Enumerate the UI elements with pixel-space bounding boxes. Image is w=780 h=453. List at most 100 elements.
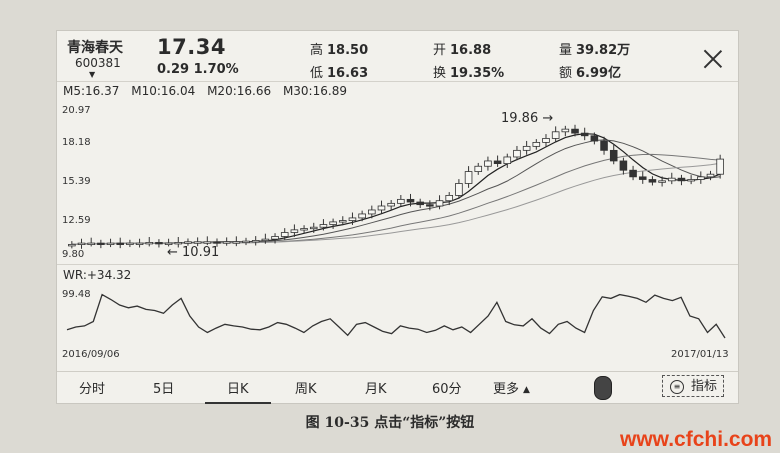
tab-5day[interactable]: 5日 bbox=[153, 382, 175, 397]
stock-name: 青海春天 bbox=[67, 40, 123, 56]
candle-body bbox=[493, 160, 502, 165]
candle-body bbox=[455, 183, 463, 196]
candle-body bbox=[290, 229, 299, 233]
candle-body bbox=[706, 173, 715, 178]
candle-body bbox=[135, 242, 144, 246]
candle-body bbox=[629, 169, 637, 178]
candle-body bbox=[406, 198, 415, 203]
candle-body bbox=[638, 176, 647, 180]
candle-body bbox=[697, 176, 705, 180]
divider bbox=[57, 81, 738, 82]
candle-body bbox=[513, 149, 521, 158]
candle-body bbox=[590, 135, 599, 142]
candle-body bbox=[658, 180, 666, 183]
candle-body bbox=[648, 179, 657, 183]
kline-chart[interactable] bbox=[57, 31, 738, 371]
indicator-button[interactable]: ≡ 指标 bbox=[662, 375, 724, 397]
candle-body bbox=[503, 156, 512, 165]
tab-monthly-k[interactable]: 月K bbox=[365, 382, 387, 397]
candle-body bbox=[358, 213, 366, 219]
candle-body bbox=[87, 242, 95, 246]
divider bbox=[57, 264, 738, 265]
ma5-line bbox=[71, 133, 721, 245]
candle-body bbox=[338, 220, 347, 223]
candle-body bbox=[106, 242, 115, 246]
candle-body bbox=[716, 158, 724, 175]
candle-body bbox=[667, 177, 676, 182]
candle-body bbox=[387, 202, 395, 207]
candle-body bbox=[580, 132, 589, 137]
candle-body bbox=[609, 149, 618, 162]
chevron-down-icon[interactable]: ▼ bbox=[89, 70, 96, 79]
candle-body bbox=[242, 240, 250, 244]
high-stat: 高 18.50 bbox=[310, 43, 369, 58]
tab-timeshare[interactable]: 分时 bbox=[79, 382, 106, 397]
candle-body bbox=[300, 228, 308, 231]
candle-body bbox=[164, 242, 173, 246]
low-stat: 低 16.63 bbox=[310, 66, 369, 81]
candle-body bbox=[464, 171, 473, 184]
wr-line bbox=[66, 293, 726, 339]
candle-body bbox=[68, 244, 76, 247]
candle-body bbox=[193, 241, 202, 244]
low-annotation: ← 10.91 bbox=[167, 245, 220, 260]
y-tick-label: 15.39 bbox=[62, 176, 91, 187]
candle-body bbox=[271, 236, 279, 240]
watermark: www.cfchi.com bbox=[620, 428, 773, 451]
amount-stat: 额 6.99亿 bbox=[559, 66, 622, 81]
figure-caption: 图 10-35 点击“指标”按钮 bbox=[305, 415, 475, 431]
date-end-label: 2017/01/13 bbox=[671, 349, 729, 360]
candle-body bbox=[348, 217, 357, 221]
candle-body bbox=[619, 160, 628, 171]
candle-body bbox=[445, 195, 454, 202]
tab-60min[interactable]: 60分 bbox=[432, 382, 462, 397]
toggle-dot[interactable] bbox=[594, 376, 612, 400]
y-tick-label: 18.18 bbox=[62, 137, 91, 148]
candle-body bbox=[222, 241, 231, 244]
candle-body bbox=[319, 224, 328, 228]
candle-body bbox=[397, 198, 405, 204]
period-tabs: 分时 5日 日K 周K 月K 60分 更多 ▲ ≡ 指标 bbox=[57, 371, 738, 404]
candle-body bbox=[145, 242, 154, 245]
triangle-up-icon: ▲ bbox=[523, 385, 530, 395]
candle-body bbox=[484, 160, 492, 167]
candle-body bbox=[435, 200, 444, 207]
y-tick-label: 20.97 bbox=[62, 105, 91, 116]
candle-body bbox=[522, 145, 531, 151]
candle-body bbox=[232, 241, 241, 244]
ma10-value: M10:16.04 bbox=[131, 84, 196, 98]
stock-code[interactable]: 600381 bbox=[75, 56, 121, 70]
candle-body bbox=[677, 177, 686, 182]
volume-stat: 量 39.82万 bbox=[559, 43, 631, 58]
candle-body bbox=[600, 140, 608, 151]
candle-body bbox=[474, 165, 483, 172]
candle-body bbox=[368, 209, 376, 215]
candle-body bbox=[155, 242, 163, 245]
tab-more[interactable]: 更多 ▲ bbox=[493, 382, 530, 397]
y-tick-label: 12.59 bbox=[62, 215, 91, 226]
candle-body bbox=[116, 242, 125, 246]
wr-indicator-label: WR:+34.32 bbox=[63, 268, 132, 282]
candle-body bbox=[174, 242, 183, 245]
ma10-line bbox=[71, 139, 721, 245]
candle-body bbox=[261, 238, 270, 242]
candle-body bbox=[126, 242, 134, 246]
ma-legend: M5:16.37 M10:16.04 M20:16.66 M30:16.89 bbox=[63, 84, 355, 98]
current-price: 17.34 bbox=[157, 35, 226, 59]
candle-body bbox=[561, 128, 570, 133]
tab-daily-k[interactable]: 日K bbox=[205, 378, 270, 404]
ma30-value: M30:16.89 bbox=[282, 84, 347, 98]
candle-body bbox=[377, 205, 386, 211]
candle-body bbox=[416, 201, 424, 206]
candle-body bbox=[77, 242, 86, 246]
candle-body bbox=[329, 221, 337, 225]
candle-body bbox=[687, 179, 695, 182]
ma20-value: M20:16.66 bbox=[207, 84, 272, 98]
ma5-value: M5:16.37 bbox=[63, 84, 120, 98]
candle-body bbox=[97, 242, 105, 246]
candle-body bbox=[551, 131, 560, 139]
tab-weekly-k[interactable]: 周K bbox=[295, 382, 317, 397]
price-change: 0.29 1.70% bbox=[157, 62, 239, 77]
candle-body bbox=[251, 240, 260, 243]
